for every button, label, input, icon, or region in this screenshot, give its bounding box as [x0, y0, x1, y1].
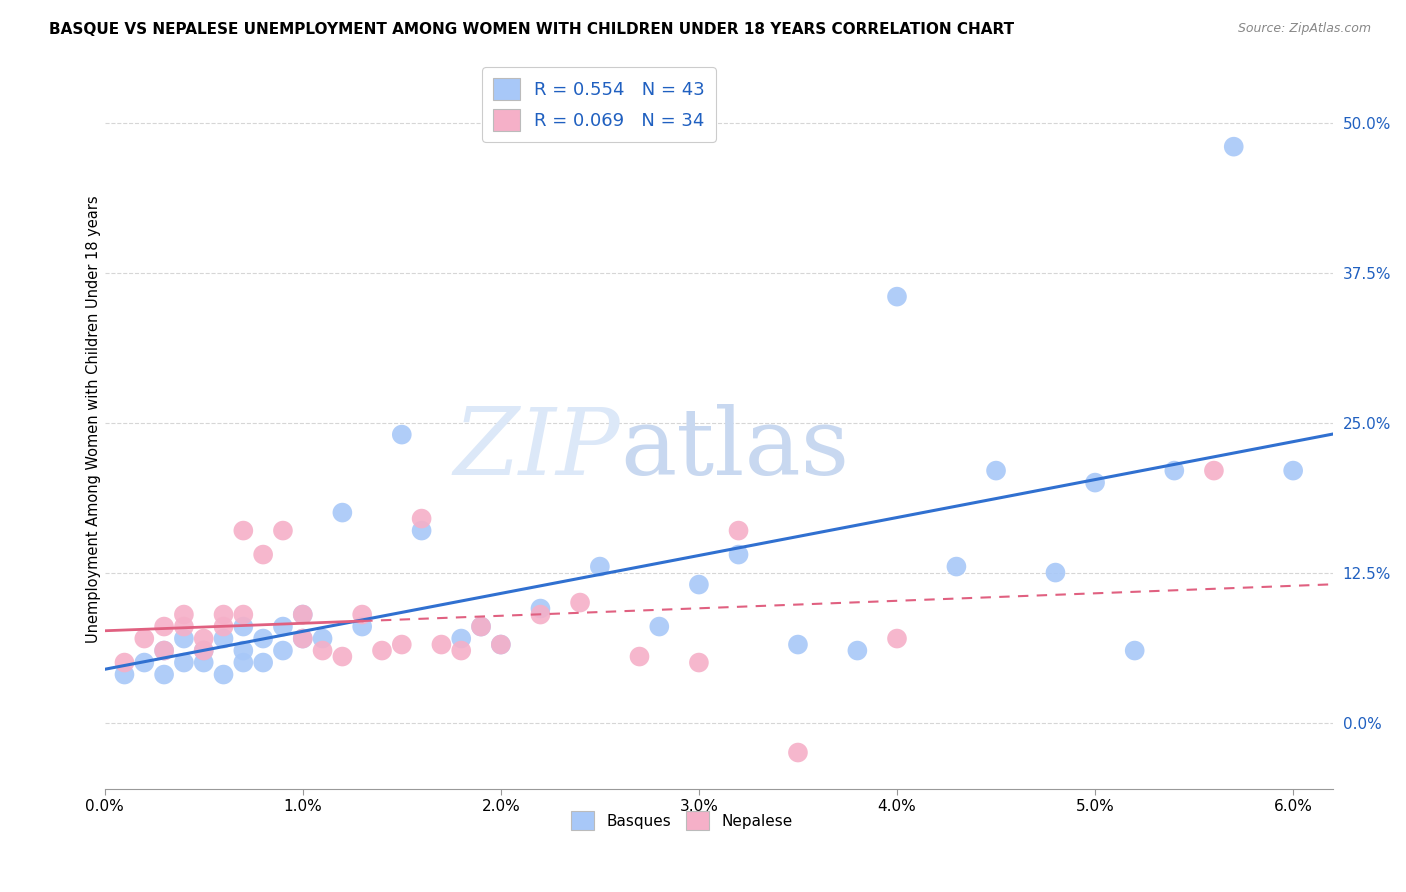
Point [173, 619, 195, 633]
Point [391, 638, 413, 652]
Point [569, 596, 592, 610]
Point [311, 643, 333, 657]
Point [212, 632, 235, 646]
Point [232, 524, 254, 538]
Y-axis label: Unemployment Among Women with Children Under 18 years: Unemployment Among Women with Children U… [86, 195, 101, 643]
Point [291, 632, 314, 646]
Point [984, 464, 1007, 478]
Point [311, 632, 333, 646]
Point [489, 638, 512, 652]
Point [352, 607, 374, 622]
Text: ZIP: ZIP [454, 404, 620, 494]
Point [153, 643, 176, 657]
Point [529, 601, 551, 615]
Point [114, 667, 136, 681]
Point [232, 643, 254, 657]
Text: Source: ZipAtlas.com: Source: ZipAtlas.com [1237, 22, 1371, 36]
Point [470, 619, 492, 633]
Point [688, 577, 710, 591]
Point [787, 746, 810, 760]
Point [371, 643, 394, 657]
Point [628, 649, 651, 664]
Point [153, 643, 176, 657]
Point [450, 643, 472, 657]
Point [153, 619, 176, 633]
Point [291, 607, 314, 622]
Point [886, 290, 908, 304]
Point [173, 607, 195, 622]
Point [430, 638, 453, 652]
Point [232, 656, 254, 670]
Point [193, 656, 215, 670]
Point [1163, 464, 1185, 478]
Point [271, 643, 294, 657]
Point [332, 649, 354, 664]
Point [1045, 566, 1067, 580]
Point [271, 619, 294, 633]
Point [727, 548, 749, 562]
Point [391, 427, 413, 442]
Point [846, 643, 869, 657]
Point [134, 656, 156, 670]
Point [232, 619, 254, 633]
Point [1222, 139, 1244, 153]
Point [1123, 643, 1146, 657]
Text: BASQUE VS NEPALESE UNEMPLOYMENT AMONG WOMEN WITH CHILDREN UNDER 18 YEARS CORRELA: BASQUE VS NEPALESE UNEMPLOYMENT AMONG WO… [49, 22, 1014, 37]
Point [271, 524, 294, 538]
Text: atlas: atlas [620, 404, 849, 494]
Point [193, 632, 215, 646]
Point [787, 638, 810, 652]
Point [252, 548, 274, 562]
Point [114, 656, 136, 670]
Point [450, 632, 472, 646]
Point [173, 656, 195, 670]
Point [688, 656, 710, 670]
Point [332, 506, 354, 520]
Point [134, 632, 156, 646]
Point [252, 656, 274, 670]
Point [945, 559, 967, 574]
Point [291, 607, 314, 622]
Point [411, 524, 433, 538]
Point [252, 632, 274, 646]
Point [589, 559, 612, 574]
Point [411, 511, 433, 525]
Point [648, 619, 671, 633]
Point [727, 524, 749, 538]
Point [212, 667, 235, 681]
Point [1084, 475, 1107, 490]
Point [529, 607, 551, 622]
Point [193, 643, 215, 657]
Point [352, 619, 374, 633]
Point [886, 632, 908, 646]
Legend: Basques, Nepalese: Basques, Nepalese [565, 805, 799, 836]
Point [153, 667, 176, 681]
Point [212, 607, 235, 622]
Point [489, 638, 512, 652]
Point [1282, 464, 1305, 478]
Point [291, 632, 314, 646]
Point [193, 643, 215, 657]
Point [1202, 464, 1225, 478]
Point [173, 632, 195, 646]
Point [212, 619, 235, 633]
Point [232, 607, 254, 622]
Point [470, 619, 492, 633]
